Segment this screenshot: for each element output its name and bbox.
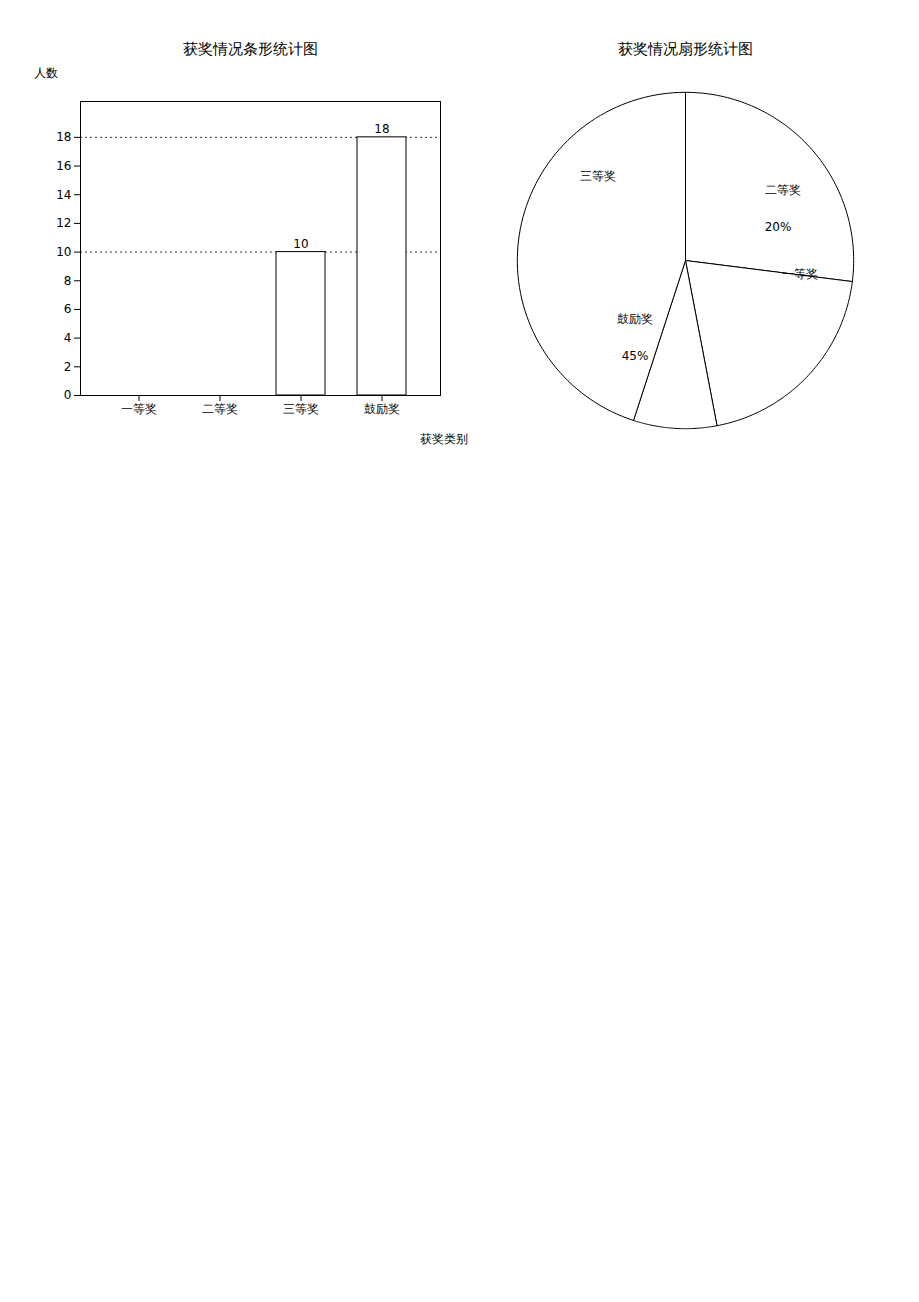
svg-text:二等奖: 二等奖: [765, 183, 801, 197]
svg-text:二等奖: 二等奖: [202, 402, 238, 416]
svg-text:45%: 45%: [622, 349, 649, 363]
svg-text:6: 6: [64, 302, 72, 316]
html-text:获奖情况扇形统计图: 获奖情况扇形统计图: [617, 40, 753, 58]
html-text:获奖情况条形统计图: 获奖情况条形统计图: [182, 40, 318, 58]
svg-text:一等奖: 一等奖: [121, 402, 157, 416]
svg-text:20%: 20%: [765, 220, 792, 234]
svg-text:4: 4: [64, 331, 72, 345]
svg-text:三等奖: 三等奖: [580, 169, 616, 183]
svg-text:三等奖: 三等奖: [283, 402, 319, 416]
svg-text:人数: 人数: [34, 66, 58, 80]
svg-text:18: 18: [374, 122, 389, 136]
svg-text:鼓励奖: 鼓励奖: [617, 312, 653, 326]
svg-text:12: 12: [56, 216, 71, 230]
svg-text:14: 14: [56, 188, 71, 202]
svg-text:10: 10: [293, 237, 308, 251]
svg-text:18: 18: [56, 130, 71, 144]
svg-text:0: 0: [64, 388, 72, 402]
svg-text:10: 10: [56, 245, 71, 259]
svg-text:16: 16: [56, 159, 71, 173]
svg-text:2: 2: [64, 360, 72, 374]
svg-text:一等奖: 一等奖: [782, 267, 818, 281]
svg-text:鼓励奖: 鼓励奖: [364, 402, 400, 416]
svg-text:8: 8: [64, 274, 72, 288]
svg-text:获奖类别: 获奖类别: [420, 432, 468, 446]
